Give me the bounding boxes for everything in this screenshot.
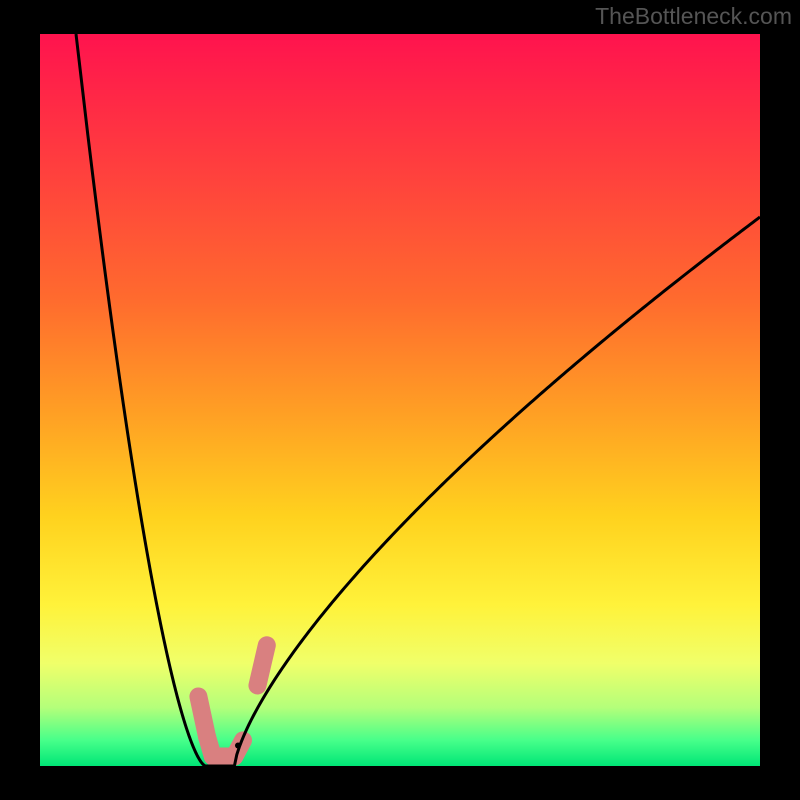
chart-root: TheBottleneck.com [0, 0, 800, 800]
gradient-background [40, 34, 760, 766]
highlight-segment [257, 645, 266, 685]
chart-svg [0, 0, 800, 800]
watermark-text: TheBottleneck.com [595, 3, 792, 30]
curve-min-dot [235, 743, 241, 749]
